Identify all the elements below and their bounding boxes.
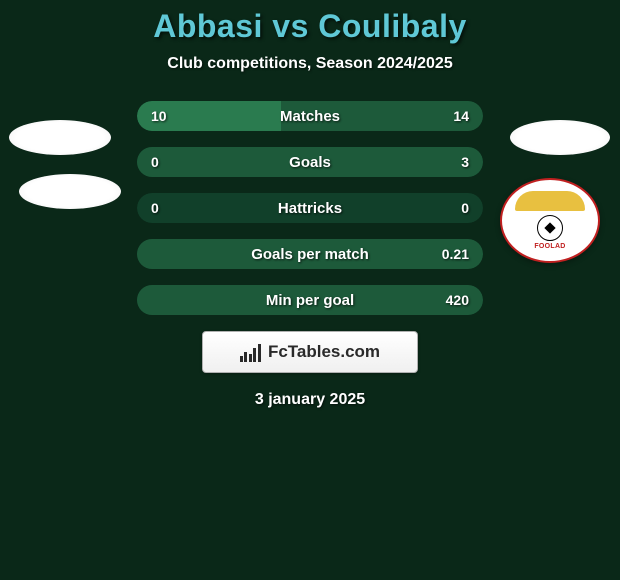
row-label: Min per goal (266, 292, 354, 309)
row-value-left: 0 (151, 154, 159, 170)
row-value-left: 0 (151, 200, 159, 216)
date-text: 3 january 2025 (0, 391, 620, 409)
row-label: Goals (289, 154, 331, 171)
brand-box[interactable]: FcTables.com (202, 331, 418, 373)
badge-text: FOOLAD (534, 243, 565, 250)
stat-row: Hattricks 0 0 (137, 193, 483, 223)
brand-text: FcTables.com (268, 342, 380, 362)
page-title: Abbasi vs Coulibaly (0, 8, 620, 45)
club-badge: FOOLAD (500, 178, 600, 263)
stat-row: Min per goal 420 (137, 285, 483, 315)
row-value-right: 3 (461, 154, 469, 170)
row-value-left: 10 (151, 108, 167, 124)
row-label: Goals per match (251, 246, 369, 263)
row-value-right: 0 (461, 200, 469, 216)
stat-row: Matches 10 14 (137, 101, 483, 131)
avatar-left-2 (19, 174, 121, 209)
stat-row: Goals per match 0.21 (137, 239, 483, 269)
row-value-right: 0.21 (442, 246, 469, 262)
soccer-ball-icon (537, 215, 563, 241)
subtitle: Club competitions, Season 2024/2025 (0, 55, 620, 73)
row-label: Matches (280, 108, 340, 125)
container: Abbasi vs Coulibaly Club competitions, S… (0, 0, 620, 580)
row-value-right: 14 (453, 108, 469, 124)
stats-rows: Matches 10 14 Goals 0 3 Hattricks 0 0 Goals per m… (137, 101, 483, 315)
row-label: Hattricks (278, 200, 342, 217)
avatar-right-1 (510, 120, 610, 155)
row-value-right: 420 (446, 292, 469, 308)
avatar-left-1 (9, 120, 111, 155)
stat-row: Goals 0 3 (137, 147, 483, 177)
badge-top-shape (515, 191, 585, 211)
bar-chart-icon (240, 342, 262, 362)
